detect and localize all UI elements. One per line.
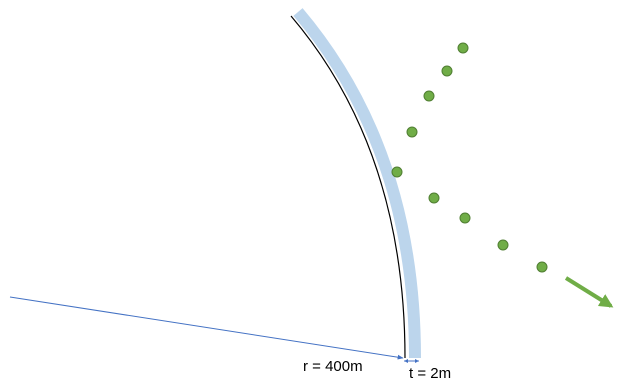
particle-dot (536, 261, 548, 273)
particle-dot (428, 192, 440, 204)
thickness-label: t = 2m (409, 365, 451, 380)
particle-dot (423, 90, 435, 102)
thickness-arrowhead-right (415, 359, 419, 363)
particle-dot (459, 212, 471, 224)
thickness-arrowhead-left (404, 359, 408, 363)
wall-inner-surface (290, 15, 406, 359)
radius-line (9, 296, 404, 360)
wall-thickness-band (293, 8, 421, 359)
particle-dot (406, 126, 418, 138)
particle-dot (441, 65, 453, 77)
radius-label: r = 400m (303, 358, 363, 375)
particle-direction-arrow (564, 276, 614, 308)
particle-dot (457, 42, 469, 54)
particle-dot (391, 166, 403, 178)
particle-dot (497, 239, 509, 251)
